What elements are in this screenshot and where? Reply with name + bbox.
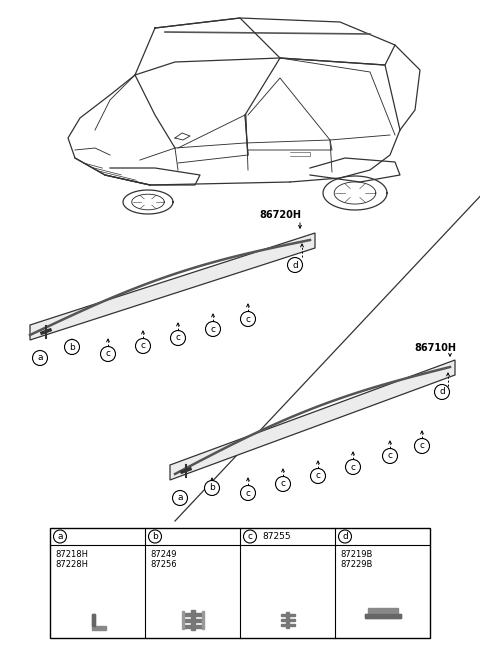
Text: c: c [350, 462, 356, 472]
Polygon shape [183, 613, 202, 615]
Circle shape [415, 438, 430, 453]
Circle shape [434, 384, 449, 400]
Polygon shape [181, 611, 183, 617]
Text: 87249: 87249 [150, 550, 177, 559]
Circle shape [33, 350, 48, 365]
Text: b: b [69, 342, 75, 352]
Polygon shape [92, 614, 95, 626]
Text: 87228H: 87228H [55, 560, 88, 569]
Text: c: c [211, 325, 216, 333]
Text: a: a [177, 493, 183, 502]
Circle shape [276, 476, 290, 491]
Circle shape [243, 530, 256, 543]
Text: 86720H: 86720H [259, 210, 301, 220]
Polygon shape [364, 614, 400, 618]
Circle shape [204, 480, 219, 495]
Polygon shape [170, 360, 455, 480]
Text: 86710H: 86710H [414, 343, 456, 353]
Polygon shape [202, 611, 204, 617]
Text: b: b [152, 532, 158, 541]
Text: c: c [176, 333, 180, 342]
Polygon shape [202, 617, 204, 623]
Text: c: c [315, 472, 321, 480]
Circle shape [172, 491, 188, 506]
Text: c: c [248, 532, 252, 541]
Text: 87256: 87256 [150, 560, 177, 569]
Text: b: b [209, 483, 215, 493]
Polygon shape [364, 608, 400, 618]
Polygon shape [286, 612, 289, 628]
Text: 87255: 87255 [262, 532, 290, 541]
Circle shape [170, 331, 185, 346]
Polygon shape [280, 624, 295, 626]
Polygon shape [30, 233, 315, 340]
Text: a: a [37, 354, 43, 363]
Text: c: c [245, 489, 251, 497]
Circle shape [135, 338, 151, 354]
Circle shape [288, 258, 302, 272]
Text: d: d [439, 388, 445, 396]
Polygon shape [202, 623, 204, 629]
Polygon shape [191, 610, 194, 630]
Text: c: c [420, 441, 424, 451]
Polygon shape [181, 617, 183, 623]
Text: c: c [387, 451, 393, 461]
Circle shape [338, 530, 351, 543]
Text: c: c [106, 350, 110, 358]
Circle shape [64, 340, 80, 354]
Polygon shape [183, 619, 202, 621]
Text: d: d [342, 532, 348, 541]
Circle shape [53, 530, 67, 543]
Circle shape [240, 485, 255, 501]
Circle shape [205, 321, 220, 337]
Circle shape [383, 449, 397, 464]
Circle shape [240, 312, 255, 327]
Polygon shape [183, 625, 202, 628]
Circle shape [148, 530, 161, 543]
Bar [50, 528, 430, 638]
Polygon shape [92, 614, 106, 630]
Text: 87218H: 87218H [55, 550, 88, 559]
Text: d: d [292, 260, 298, 270]
Polygon shape [280, 619, 295, 621]
Circle shape [100, 346, 116, 361]
Circle shape [346, 459, 360, 474]
Text: c: c [141, 342, 145, 350]
Text: c: c [245, 314, 251, 323]
Text: 87219B: 87219B [340, 550, 372, 559]
Text: c: c [280, 480, 286, 489]
Polygon shape [181, 623, 183, 629]
Text: 87229B: 87229B [340, 560, 372, 569]
Circle shape [311, 468, 325, 483]
Text: a: a [57, 532, 63, 541]
Polygon shape [280, 614, 295, 616]
